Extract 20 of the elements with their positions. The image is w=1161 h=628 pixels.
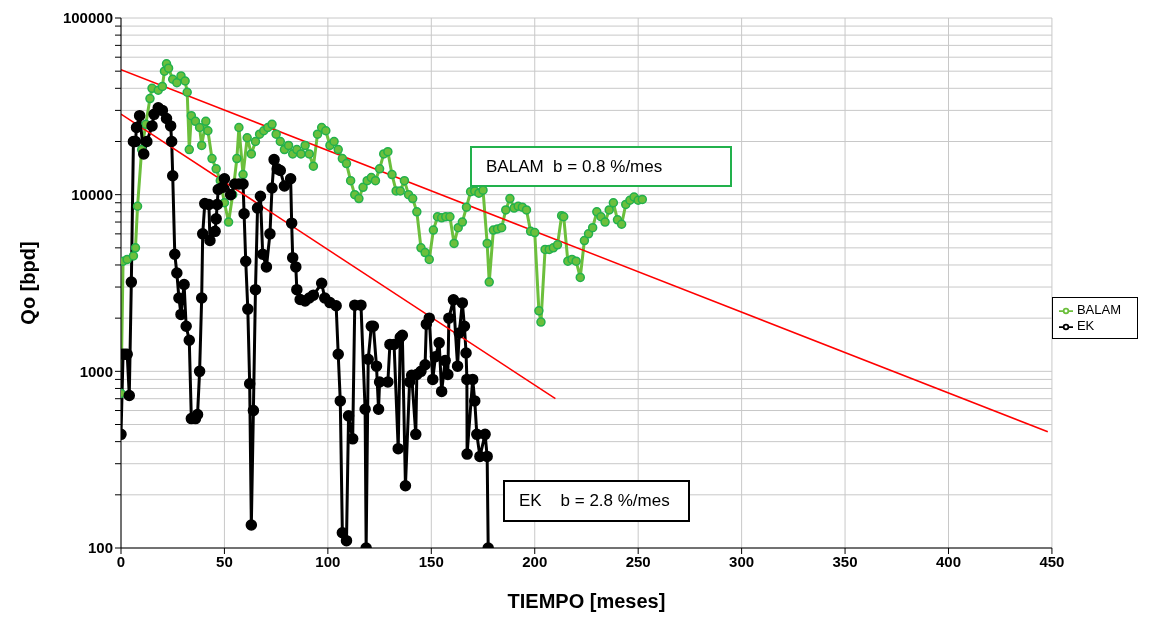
x-tick-label: 200 — [522, 552, 548, 570]
x-tick-label: 400 — [935, 552, 961, 570]
x-tick-label: 150 — [418, 552, 444, 570]
y-axis-title: Qo [bpd] — [17, 241, 40, 325]
y-tick-label: 10000 — [71, 185, 113, 203]
x-tick-label: 250 — [625, 552, 651, 570]
legend-label: EK — [1076, 318, 1095, 333]
y-tick-label: 100 — [87, 539, 113, 557]
y-tick-label: 1000 — [79, 362, 113, 380]
x-tick-label: 300 — [729, 552, 755, 570]
x-tick-label: 0 — [116, 552, 126, 570]
text-box: BALAM b = 0.8 %/mes — [470, 146, 732, 187]
x-tick-label: 350 — [832, 552, 858, 570]
legend-label: BALAM — [1076, 302, 1121, 318]
x-tick-label: 450 — [1039, 552, 1065, 570]
text-box: EK b = 2.8 %/mes — [503, 480, 690, 522]
x-tick-label: 50 — [216, 552, 233, 570]
x-tick-label: 100 — [315, 552, 341, 570]
x-axis-title: TIEMPO [meses] — [507, 590, 666, 612]
y-tick-label: 100000 — [62, 9, 113, 27]
